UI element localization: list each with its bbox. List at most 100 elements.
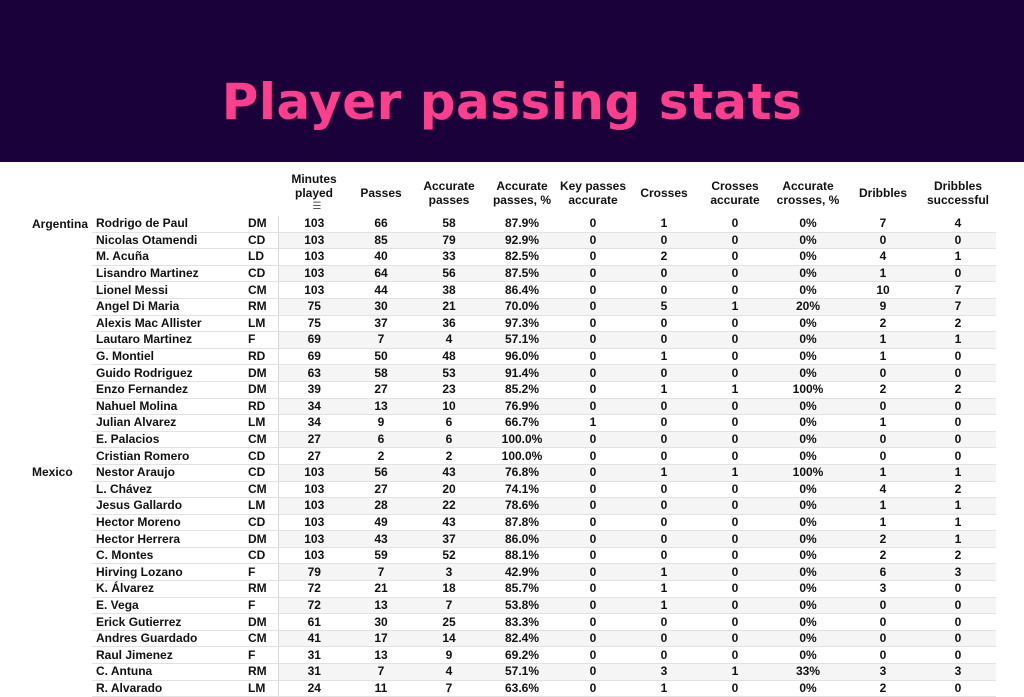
table-row[interactable]: E. Palacios CM 27 6 6 100.0% 0 0 0 0% 0 0 <box>30 431 996 449</box>
column-header-dribbles-successful[interactable]: Dribbles successful <box>926 179 990 207</box>
column-header-key-passes-accurate[interactable]: Key passes accurate <box>559 179 627 207</box>
minutes-played-cell: 34 <box>278 398 350 416</box>
team-cell <box>30 581 92 598</box>
crosses-cell: 1 <box>628 216 700 233</box>
table-row[interactable]: K. Álvarez RM 72 21 18 85.7% 0 1 0 0% 3 0 <box>30 580 996 598</box>
position-cell: CD <box>244 464 279 482</box>
passes-cell: 17 <box>350 630 412 648</box>
passes-cell: 21 <box>350 580 412 598</box>
crosses-accurate-cell: 0 <box>700 630 770 648</box>
key-passes-accurate-cell: 0 <box>558 348 628 366</box>
column-header-crosses[interactable]: Crosses <box>640 186 688 200</box>
table-row[interactable]: Lionel Messi CM 103 44 38 86.4% 0 0 0 0% 10 7 <box>30 281 996 299</box>
accurate-passes-cell: 6 <box>412 414 486 432</box>
table-row[interactable]: Nahuel Molina RD 34 13 10 76.9% 0 0 0 0% 0 0 <box>30 398 996 416</box>
passes-cell: 7 <box>350 331 412 349</box>
dribbles-cell: 0 <box>846 431 920 449</box>
player-name-cell: Cristian Romero <box>92 447 244 465</box>
column-header-crosses-accurate[interactable]: Crosses accurate <box>710 179 760 207</box>
player-name-cell: E. Vega <box>92 597 244 615</box>
accurate-crosses-pct-cell: 0% <box>770 281 846 299</box>
minutes-played-cell: 75 <box>278 315 350 333</box>
table-row[interactable]: Lautaro Martinez F 69 7 4 57.1% 0 0 0 0% 1 1 <box>30 331 996 349</box>
accurate-crosses-pct-cell: 0% <box>770 497 846 515</box>
player-name-cell: C. Montes <box>92 547 244 565</box>
accurate-passes-pct-cell: 76.9% <box>486 398 558 416</box>
accurate-crosses-pct-cell: 100% <box>770 464 846 482</box>
table-row[interactable]: L. Chávez CM 103 27 20 74.1% 0 0 0 0% 4 2 <box>30 481 996 499</box>
dribbles-cell: 1 <box>846 348 920 366</box>
accurate-crosses-pct-cell: 0% <box>770 265 846 283</box>
column-header-dribbles[interactable]: Dribbles <box>858 186 907 200</box>
accurate-crosses-pct-cell: 0% <box>770 563 846 582</box>
team-cell <box>30 348 92 365</box>
team-cell <box>30 647 92 664</box>
dribbles-successful-cell: 0 <box>920 613 996 631</box>
dribbles-cell: 9 <box>846 298 920 316</box>
position-cell: DM <box>244 216 279 233</box>
column-header-minutes-played[interactable]: Minutes played☰ <box>291 171 337 213</box>
key-passes-accurate-cell: 0 <box>558 381 628 399</box>
table-row[interactable]: C. Montes CD 103 59 52 88.1% 0 0 0 0% 2 2 <box>30 547 996 565</box>
accurate-passes-cell: 14 <box>412 630 486 648</box>
dribbles-cell: 1 <box>846 331 920 349</box>
dribbles-cell: 3 <box>846 580 920 598</box>
table-row[interactable]: G. Montiel RD 69 50 48 96.0% 0 1 0 0% 1 0 <box>30 348 996 366</box>
table-row[interactable]: Enzo Fernandez DM 39 27 23 85.2% 0 1 1 100% 2 2 <box>30 381 996 399</box>
minutes-played-cell: 103 <box>278 547 350 565</box>
crosses-cell: 0 <box>628 431 700 449</box>
team-cell <box>30 597 92 614</box>
crosses-cell: 0 <box>628 514 700 532</box>
minutes-played-cell: 72 <box>278 597 350 615</box>
crosses-cell: 2 <box>628 248 700 266</box>
player-name-cell: Jesus Gallardo <box>92 497 244 515</box>
team-cell <box>30 232 92 249</box>
table-row[interactable]: Hector Moreno CD 103 49 43 87.8% 0 0 0 0% 1 1 <box>30 514 996 532</box>
table-row[interactable]: Lisandro Martinez CD 103 64 56 87.5% 0 0 0 0% 1 0 <box>30 265 996 283</box>
accurate-crosses-pct-cell: 0% <box>770 248 846 266</box>
position-cell: F <box>244 331 279 349</box>
table-row[interactable]: C. Antuna RM 31 7 4 57.1% 0 3 1 33% 3 3 <box>30 663 996 681</box>
table-row[interactable]: Mexico Nestor Araujo CD 103 56 43 76.8% 0 1 1 100%… <box>30 464 996 482</box>
table-row[interactable]: Argentina Rodrigo de Paul DM 103 66 58 87.9% 0 1… <box>30 216 996 233</box>
table-row[interactable]: Erick Gutierrez DM 61 30 25 83.3% 0 0 0 0% 0 0 <box>30 613 996 631</box>
team-cell <box>30 265 92 282</box>
table-row[interactable]: Jesus Gallardo LM 103 28 22 78.6% 0 0 0 0% 1 1 <box>30 497 996 515</box>
team-cell <box>30 564 92 581</box>
table-row[interactable]: Hirving Lozano F 79 7 3 42.9% 0 1 0 0% 6 3 <box>30 563 996 582</box>
minutes-played-cell: 69 <box>278 331 350 349</box>
table-row[interactable]: Julian Alvarez LM 34 9 6 66.7% 1 0 0 0% 1 0 <box>30 414 996 432</box>
table-row[interactable]: Raul Jimenez F 31 13 9 69.2% 0 0 0 0% 0 0 <box>30 646 996 665</box>
dribbles-cell: 3 <box>846 663 920 681</box>
crosses-cell: 0 <box>628 398 700 416</box>
player-name-cell: E. Palacios <box>92 431 244 449</box>
table-row[interactable]: Hector Herrera DM 103 43 37 86.0% 0 0 0 0% 2 1 <box>30 530 996 548</box>
player-name-cell: L. Chávez <box>92 481 244 499</box>
accurate-passes-pct-cell: 57.1% <box>486 331 558 349</box>
column-header-accurate-passes-pct[interactable]: Accurate passes, % <box>492 179 552 207</box>
column-header-passes[interactable]: Passes <box>360 186 402 200</box>
player-name-cell: Nahuel Molina <box>92 398 244 416</box>
table-row[interactable]: M. Acuña LD 103 40 33 82.5% 0 2 0 0% 4 1 <box>30 248 996 266</box>
table-row[interactable]: Cristian Romero CD 27 2 2 100.0% 0 0 0 0% 0 0 <box>30 447 996 465</box>
sort-icon[interactable]: ☰ <box>312 201 322 213</box>
stats-table: Minutes played☰ Passes Accurate passes A… <box>30 170 996 697</box>
column-header-accurate-passes[interactable]: Accurate passes <box>423 179 475 207</box>
crosses-cell: 3 <box>628 663 700 681</box>
column-header-accurate-crosses-pct[interactable]: Accurate crosses, % <box>776 179 840 207</box>
player-name-cell: Lautaro Martinez <box>92 331 244 349</box>
crosses-accurate-cell: 0 <box>700 497 770 515</box>
minutes-played-cell: 103 <box>278 232 350 250</box>
table-row[interactable]: Andres Guardado CM 41 17 14 82.4% 0 0 0 0% 0 0 <box>30 630 996 648</box>
table-row[interactable]: Angel Di Maria RM 75 30 21 70.0% 0 5 1 20% 9 7 <box>30 298 996 316</box>
accurate-passes-pct-cell: 91.4% <box>486 364 558 382</box>
table-row[interactable]: E. Vega F 72 13 7 53.8% 0 1 0 0% 0 0 <box>30 597 996 615</box>
table-row[interactable]: Nicolas Otamendi CD 103 85 79 92.9% 0 0 0 0% 0 0 <box>30 232 996 250</box>
accurate-passes-cell: 22 <box>412 497 486 515</box>
table-row[interactable]: Guido Rodriguez DM 63 58 53 91.4% 0 0 0 0% 0 0 <box>30 364 996 382</box>
accurate-passes-pct-cell: 97.3% <box>486 315 558 333</box>
minutes-played-cell: 63 <box>278 364 350 382</box>
table-row[interactable]: Alexis Mac Allister LM 75 37 36 97.3% 0 0 0 0% 2 2 <box>30 315 996 333</box>
minutes-played-cell: 34 <box>278 414 350 432</box>
accurate-passes-pct-cell: 70.0% <box>486 298 558 316</box>
